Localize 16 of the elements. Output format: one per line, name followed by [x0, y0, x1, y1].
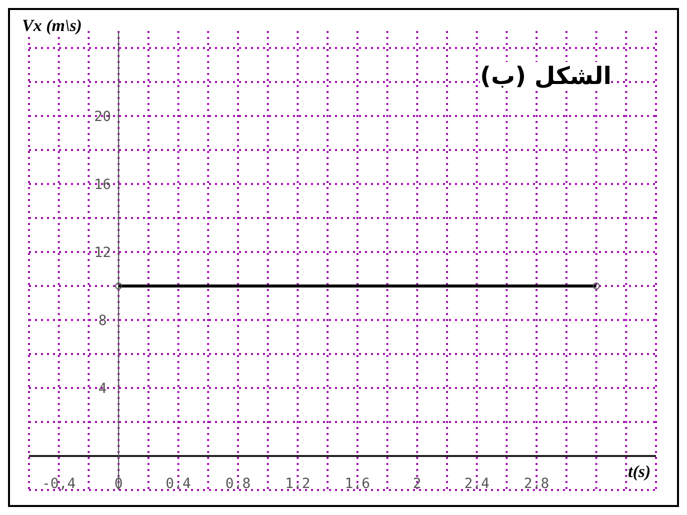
x-tick-label: 0،8 — [225, 476, 251, 492]
x-tick-label: -0,4 — [42, 476, 76, 492]
y-tick-label: 16 — [94, 177, 111, 193]
x-tick-label: 2،8 — [524, 476, 550, 492]
y-tick-label: 12 — [94, 245, 111, 261]
x-axis-title: t(s) — [628, 462, 651, 482]
y-tick-label: 20 — [94, 109, 111, 125]
x-tick-label: 2 — [412, 476, 422, 492]
x-tick-label: 1،6 — [344, 476, 370, 492]
text: الشكل (ب) — [480, 62, 612, 90]
x-tick-label: 1،2 — [285, 476, 310, 492]
y-tick-label: 4 — [98, 381, 107, 397]
x-tick-label: 2،4 — [464, 476, 490, 492]
y-tick-label: 8 — [98, 313, 107, 329]
x-tick-label: 0،4 — [166, 476, 191, 492]
y-axis-title: Vx (m\s) — [22, 16, 82, 36]
